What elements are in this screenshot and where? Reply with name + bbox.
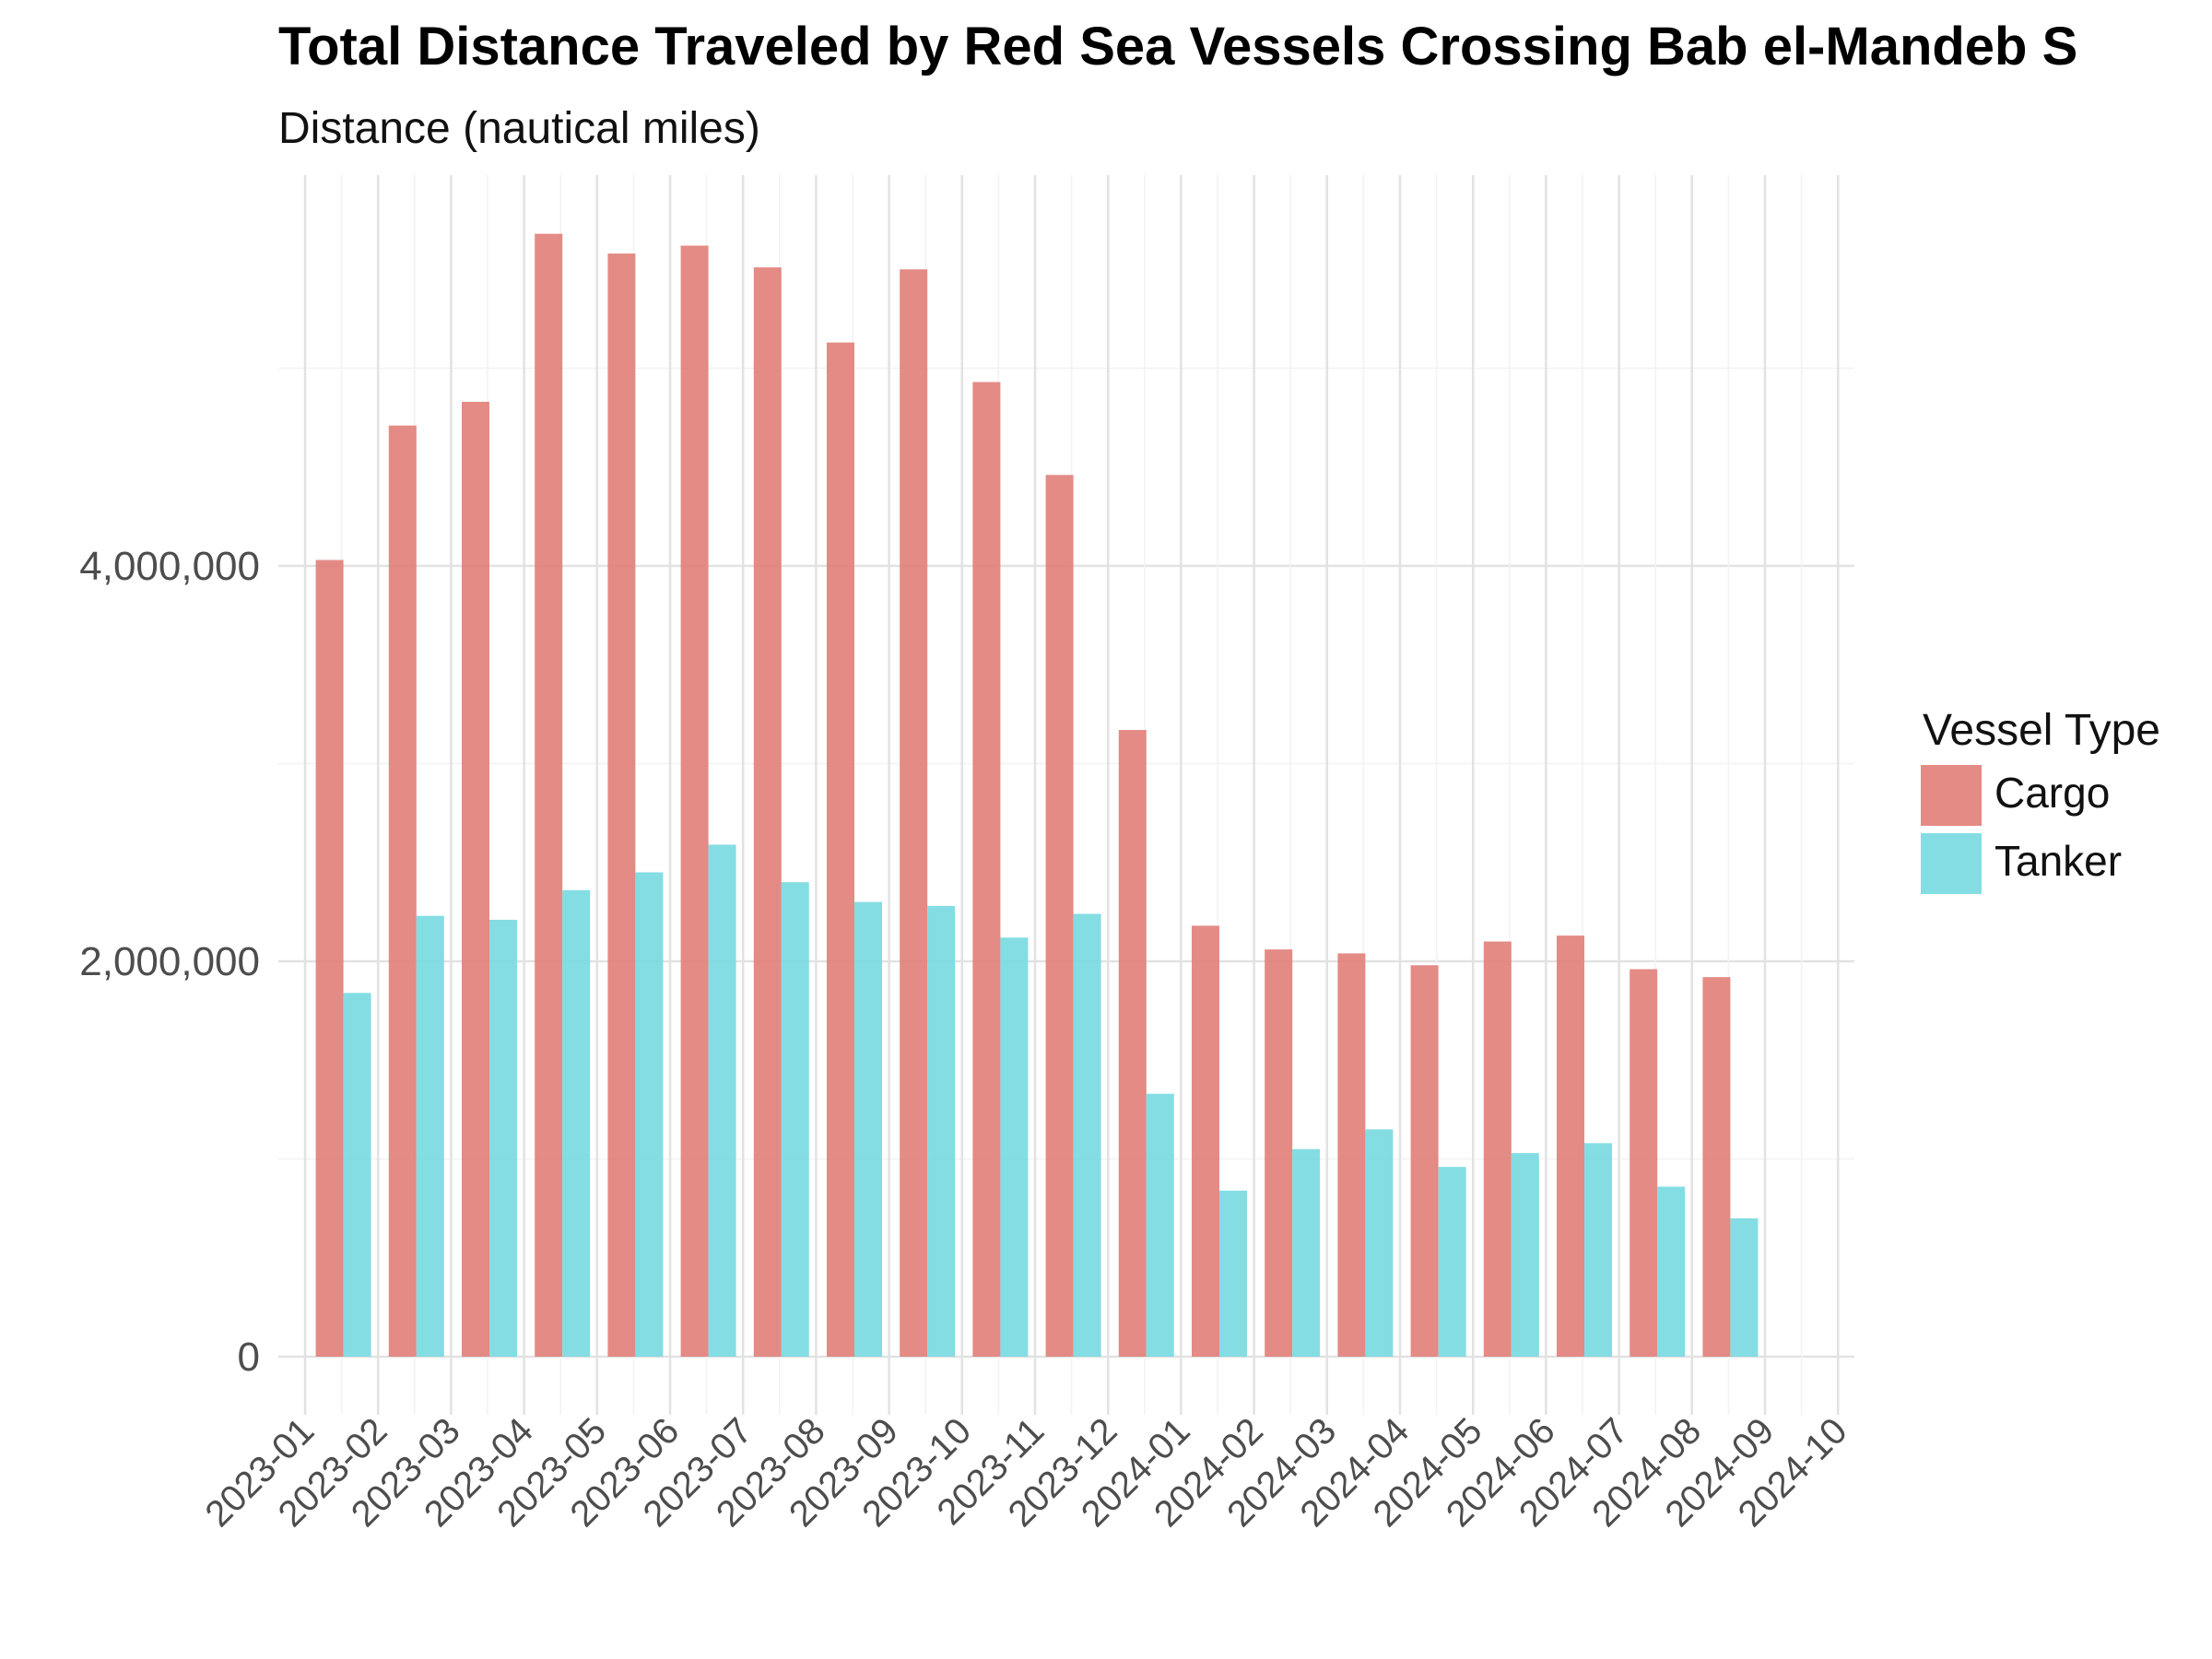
legend-swatch-cargo	[1921, 765, 1982, 826]
bar-cargo-2024-01	[1192, 925, 1219, 1357]
bar-tanker-2023-07	[781, 882, 809, 1357]
bar-tanker-2023-12	[1146, 1093, 1174, 1357]
bar-tanker-2023-04	[562, 889, 591, 1357]
bar-tanker-2024-01	[1219, 1190, 1247, 1357]
bar-cargo-2023-11	[1045, 475, 1074, 1357]
bar-cargo-2024-02	[1265, 949, 1293, 1357]
chart-subtitle: Distance (nautical miles)	[278, 104, 760, 153]
bar-tanker-2023-01	[343, 993, 371, 1357]
bar-cargo-2023-02	[388, 425, 417, 1358]
bar-tanker-2024-07	[1657, 1186, 1686, 1357]
legend-label-tanker: Tanker	[1994, 837, 2122, 885]
legend-swatch-tanker	[1921, 833, 1982, 894]
bar-tanker-2024-06	[1584, 1143, 1612, 1357]
bar-tanker-2024-03	[1365, 1129, 1394, 1357]
chart-title: Total Distance Traveled by Red Sea Vesse…	[278, 17, 2077, 76]
x-axis-ticks: 2023-012023-022023-032023-042023-052023-…	[197, 1410, 1854, 1535]
legend-title: Vessel Type	[1923, 706, 2160, 755]
bar-cargo-2023-08	[827, 342, 854, 1357]
bar-cargo-2024-03	[1337, 953, 1366, 1357]
bar-tanker-2024-08	[1730, 1218, 1759, 1357]
bar-tanker-2023-05	[635, 872, 664, 1357]
bar-cargo-2023-09	[900, 269, 928, 1357]
bar-cargo-2023-10	[972, 382, 1001, 1357]
bar-tanker-2023-09	[927, 905, 956, 1357]
bar-tanker-2023-06	[708, 844, 736, 1357]
bar-cargo-2023-06	[680, 245, 709, 1357]
y-axis-ticks: 0 2,000,000 4,000,000	[79, 544, 260, 1380]
bar-cargo-2024-07	[1630, 969, 1658, 1357]
legend-label-cargo: Cargo	[1994, 769, 2110, 817]
legend: Vessel Type Cargo Tanker	[1921, 706, 2160, 894]
bar-cargo-2023-01	[315, 559, 344, 1357]
y-tick-label: 4,000,000	[79, 544, 260, 589]
y-tick-label: 0	[238, 1335, 260, 1380]
bars	[315, 233, 1759, 1358]
bar-tanker-2024-02	[1292, 1148, 1321, 1357]
bar-tanker-2024-05	[1511, 1153, 1539, 1357]
bar-tanker-2023-08	[854, 901, 882, 1357]
bar-cargo-2023-07	[753, 267, 782, 1358]
bar-cargo-2023-04	[535, 233, 563, 1357]
bar-cargo-2024-06	[1557, 935, 1584, 1357]
bar-tanker-2023-11	[1073, 913, 1101, 1357]
bar-tanker-2023-02	[416, 915, 444, 1357]
bar-cargo-2023-05	[607, 253, 636, 1358]
bar-tanker-2023-10	[1000, 937, 1029, 1357]
bar-cargo-2023-12	[1118, 730, 1147, 1357]
bar-cargo-2024-08	[1702, 977, 1731, 1357]
bar-tanker-2024-04	[1438, 1167, 1466, 1357]
bar-cargo-2024-05	[1483, 941, 1512, 1357]
bar-cargo-2024-04	[1410, 965, 1439, 1357]
y-tick-label: 2,000,000	[79, 939, 260, 984]
bar-tanker-2023-03	[489, 919, 517, 1357]
bar-cargo-2023-03	[462, 401, 489, 1358]
